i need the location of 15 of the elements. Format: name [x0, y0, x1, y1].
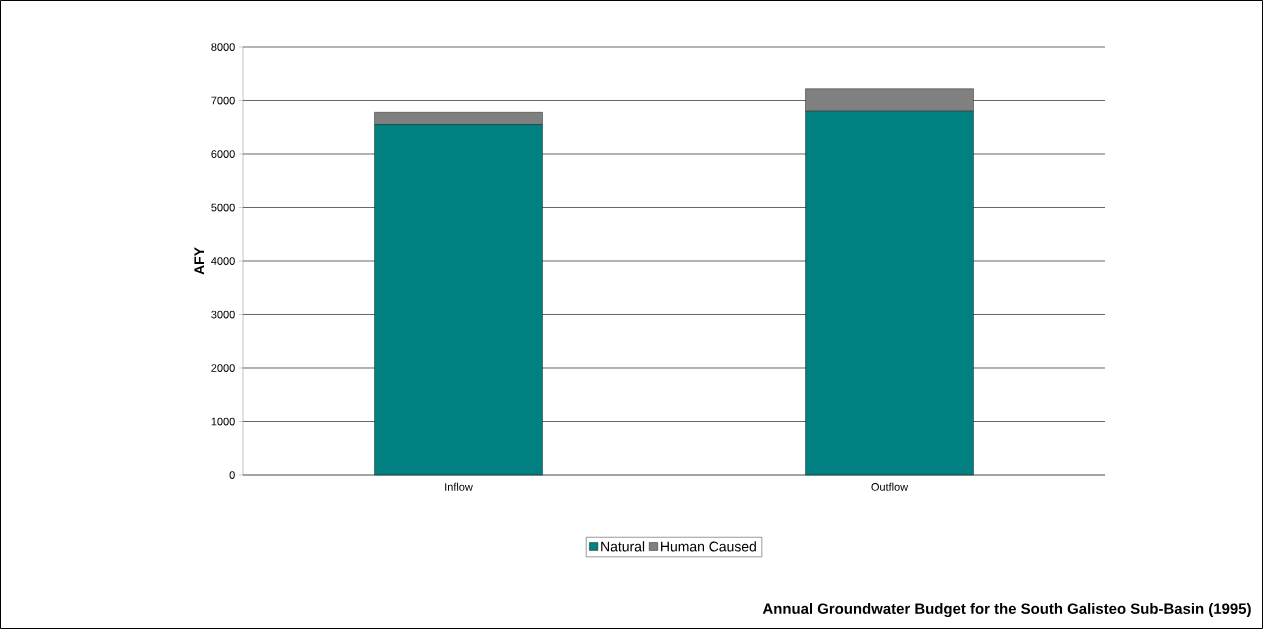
y-tick-label: 4000: [211, 257, 235, 265]
y-tick-label: 0: [229, 471, 235, 479]
y-tick-label: 3000: [211, 310, 235, 319]
y-tick-label: 2000: [211, 364, 235, 372]
y-tick-label: 7000: [211, 96, 235, 105]
y-tick-label: 1000: [211, 417, 235, 426]
legend-label: Human Caused: [661, 541, 756, 552]
x-tick-label: Inflow: [445, 482, 473, 491]
y-tick-label: 8000: [211, 43, 235, 51]
y-tick-label: 5000: [211, 203, 235, 212]
y-tick-label: 6000: [211, 150, 235, 158]
text: Annual Groundwater Budget for the South Galisteo Sub-Basin (1995): [762, 603, 1251, 617]
x-tick-label: Outflow: [871, 482, 909, 491]
legend-label: Natural: [601, 541, 645, 552]
y-axis-title: AFY: [194, 247, 205, 275]
